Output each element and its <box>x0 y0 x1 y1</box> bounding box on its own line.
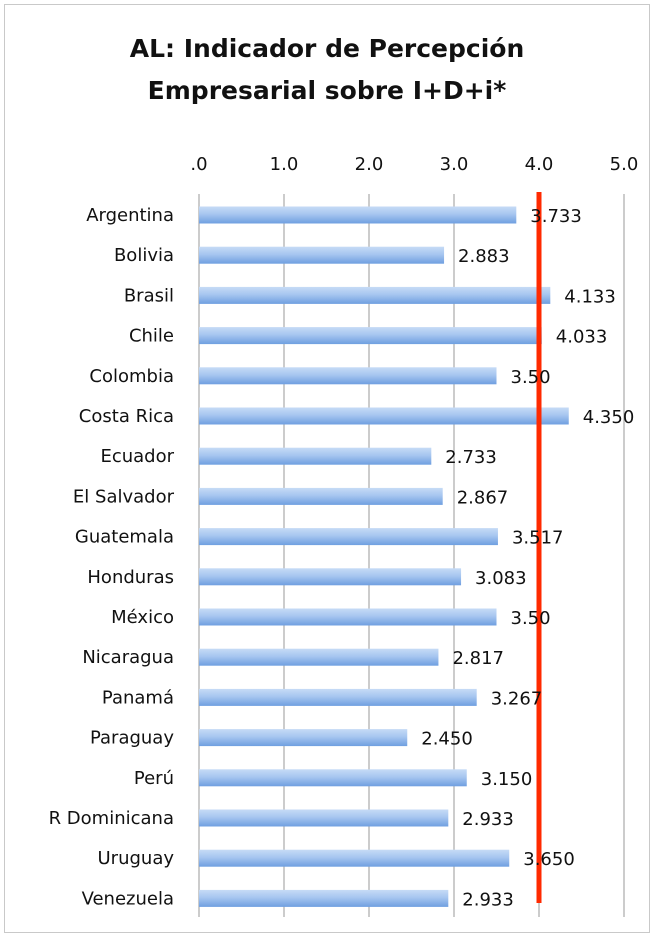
data-label: 2.450 <box>421 729 473 750</box>
bar <box>199 407 569 425</box>
x-tick-label: .0 <box>190 154 207 175</box>
bar <box>199 286 551 304</box>
category-label: Honduras <box>87 567 174 588</box>
category-label: Chile <box>129 326 174 347</box>
data-label: 2.883 <box>458 246 510 267</box>
x-tick-label: 1.0 <box>270 154 299 175</box>
x-tick-label: 2.0 <box>355 154 384 175</box>
category-label: Paraguay <box>90 728 174 749</box>
bar <box>199 608 497 626</box>
bar <box>199 528 498 546</box>
bar <box>199 769 467 787</box>
bar <box>199 568 462 586</box>
data-label: 2.817 <box>452 648 504 669</box>
category-label: Venezuela <box>82 888 174 909</box>
bar <box>199 206 517 224</box>
data-label: 2.867 <box>457 487 509 508</box>
x-axis-ticks: .0 1.0 2.0 3.0 4.0 5.0 <box>190 154 638 175</box>
data-label: 2.733 <box>445 447 497 468</box>
category-label: México <box>111 607 174 628</box>
x-tick-label: 5.0 <box>610 154 639 175</box>
bar <box>199 327 542 345</box>
category-label: Nicaragua <box>82 647 174 668</box>
data-label: 2.933 <box>462 889 514 910</box>
bar <box>199 367 497 385</box>
data-label: 4.350 <box>583 407 635 428</box>
category-label: Brasil <box>124 285 174 306</box>
category-label: Colombia <box>89 366 174 387</box>
data-label: 3.083 <box>475 568 527 589</box>
data-label: 3.50 <box>511 608 551 629</box>
data-label: 3.517 <box>512 528 564 549</box>
bar <box>199 648 439 666</box>
data-labels: 3.7332.8834.1334.0333.504.3502.7332.8673… <box>421 206 634 910</box>
data-label: 3.267 <box>491 688 543 709</box>
x-tick-label: 4.0 <box>525 154 554 175</box>
data-label: 3.733 <box>530 206 582 227</box>
category-label: Argentina <box>86 205 174 226</box>
bars <box>199 206 569 907</box>
bar <box>199 246 445 264</box>
data-label: 4.033 <box>556 327 608 348</box>
bar <box>199 487 443 505</box>
data-label: 4.133 <box>564 286 616 307</box>
bar <box>199 849 510 867</box>
category-label: Uruguay <box>98 848 175 869</box>
category-label: El Salvador <box>73 486 175 507</box>
chart-title-line-1: AL: Indicador de Percepción <box>129 34 525 63</box>
x-tick-label: 3.0 <box>440 154 469 175</box>
category-label: Ecuador <box>100 446 174 467</box>
bar <box>199 809 449 827</box>
data-label: 2.933 <box>462 809 514 830</box>
category-labels: Argentina Bolivia Brasil Chile Colombia Costa… <box>49 205 175 909</box>
bar <box>199 729 408 747</box>
data-label: 3.650 <box>523 849 575 870</box>
bar <box>199 889 449 907</box>
category-label: Perú <box>134 768 174 789</box>
data-label: 3.150 <box>481 769 533 790</box>
data-label: 3.50 <box>511 367 551 388</box>
category-label: Panamá <box>102 687 174 708</box>
category-label: R Dominicana <box>49 808 174 829</box>
category-label: Costa Rica <box>79 406 174 427</box>
category-label: Guatemala <box>75 527 174 548</box>
category-label: Bolivia <box>114 245 174 266</box>
chart-title-line-2: Empresarial sobre I+D+i* <box>147 76 507 105</box>
bar <box>199 447 432 465</box>
bar <box>199 688 477 706</box>
